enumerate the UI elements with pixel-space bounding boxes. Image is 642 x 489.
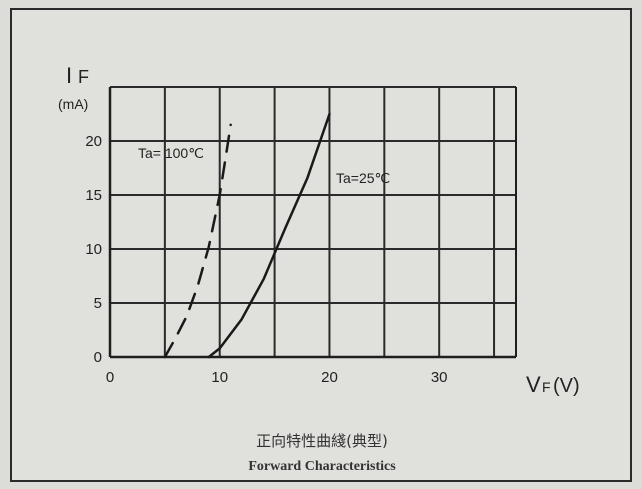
series-label-25c: Ta=25℃ bbox=[336, 170, 390, 186]
series-label-100c: Ta= 100℃ bbox=[138, 145, 204, 161]
series-lines bbox=[163, 112, 331, 359]
x-tick-labels: 0 10 20 30 bbox=[106, 369, 448, 386]
y-axis-label-sub: F bbox=[78, 67, 89, 87]
caption-chinese: 正向特性曲綫(典型) bbox=[256, 432, 388, 450]
x-axis-label-main: V bbox=[526, 372, 541, 397]
y-axis-unit: (mA) bbox=[58, 96, 88, 112]
x-axis-label-sub: F bbox=[542, 379, 551, 395]
axes bbox=[108, 87, 517, 359]
series-line-25c bbox=[207, 112, 331, 359]
y-tick-label: 10 bbox=[85, 241, 102, 258]
series-line-100c bbox=[163, 123, 232, 359]
caption-english: Forward Characteristics bbox=[248, 459, 396, 474]
y-tick-label: 15 bbox=[85, 187, 102, 204]
x-tick-label: 30 bbox=[431, 369, 448, 386]
x-axis-unit: (V) bbox=[553, 375, 580, 397]
y-tick-labels: 0 5 10 15 20 bbox=[85, 133, 102, 366]
y-tick-label: 0 bbox=[94, 349, 102, 366]
y-axis-label-main: I bbox=[66, 63, 72, 88]
y-tick-label: 20 bbox=[85, 133, 102, 150]
x-tick-label: 10 bbox=[211, 369, 228, 386]
x-tick-label: 20 bbox=[321, 369, 338, 386]
grid bbox=[110, 86, 516, 357]
x-tick-label: 0 bbox=[106, 369, 114, 386]
y-tick-label: 5 bbox=[94, 295, 102, 312]
